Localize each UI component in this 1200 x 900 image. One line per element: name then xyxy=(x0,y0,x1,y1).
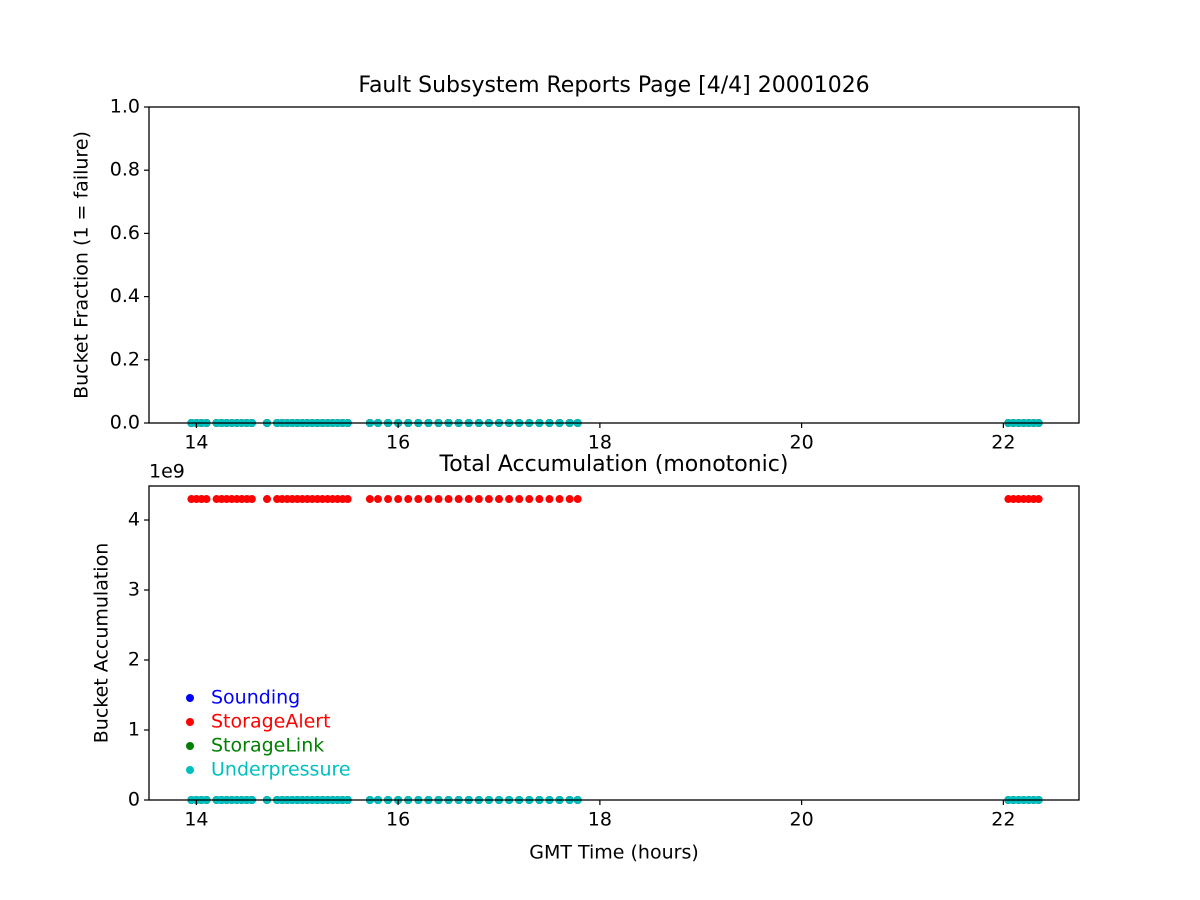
y-tick-label: 0.0 xyxy=(110,412,140,434)
data-point xyxy=(535,495,544,504)
y-axis-label: Bucket Accumulation xyxy=(91,543,113,744)
x-tick-label: 16 xyxy=(386,432,410,454)
x-tick-label: 18 xyxy=(588,809,612,831)
data-point xyxy=(484,495,493,504)
y-tick-label: 0.6 xyxy=(110,222,140,244)
data-point xyxy=(525,495,534,504)
data-point xyxy=(454,495,463,504)
y-tick-label: 1 xyxy=(128,719,140,741)
data-point xyxy=(464,495,473,504)
data-point xyxy=(565,495,574,504)
data-point xyxy=(424,495,433,504)
x-tick-label: 22 xyxy=(991,809,1015,831)
data-point xyxy=(474,495,483,504)
legend-label: Underpressure xyxy=(211,759,351,781)
y-axis-label: Bucket Fraction (1 = failure) xyxy=(71,131,93,399)
y-tick-label: 0.8 xyxy=(110,159,140,181)
y-tick-label: 2 xyxy=(128,649,140,671)
data-point xyxy=(505,495,514,504)
legend-label: StorageAlert xyxy=(211,711,331,733)
x-axis-label: GMT Time (hours) xyxy=(529,842,699,864)
legend-marker xyxy=(186,694,194,702)
data-point xyxy=(515,495,524,504)
data-point xyxy=(394,495,403,504)
data-point xyxy=(555,495,564,504)
data-point xyxy=(365,495,374,504)
data-point xyxy=(202,495,211,504)
legend-marker xyxy=(186,742,194,750)
data-point xyxy=(384,495,393,504)
chart-title: Total Accumulation (monotonic) xyxy=(439,452,789,477)
data-point xyxy=(444,495,453,504)
x-tick-label: 22 xyxy=(991,432,1015,454)
y-tick-label: 1.0 xyxy=(110,96,140,118)
x-tick-label: 20 xyxy=(790,432,814,454)
data-point xyxy=(1034,495,1043,504)
legend-marker xyxy=(186,718,194,726)
plot-frame xyxy=(148,485,1080,801)
data-point xyxy=(373,495,382,504)
chart-title: Fault Subsystem Reports Page [4/4] 20001… xyxy=(358,73,869,98)
y-tick-label: 4 xyxy=(128,509,140,531)
data-point xyxy=(495,495,504,504)
y-tick-label: 0.2 xyxy=(110,348,140,370)
data-point xyxy=(545,495,554,504)
legend-label: StorageLink xyxy=(211,735,324,757)
y-tick-label: 0 xyxy=(128,789,140,811)
x-tick-label: 16 xyxy=(386,809,410,831)
data-point xyxy=(434,495,443,504)
data-point xyxy=(414,495,423,504)
x-tick-label: 14 xyxy=(184,809,208,831)
data-point xyxy=(573,495,582,504)
x-tick-label: 18 xyxy=(588,432,612,454)
data-point xyxy=(404,495,413,504)
y-tick-label: 0.4 xyxy=(110,285,140,307)
y-offset-label: 1e9 xyxy=(149,461,185,483)
y-tick-label: 3 xyxy=(128,579,140,601)
data-point xyxy=(263,495,272,504)
data-point xyxy=(247,495,256,504)
x-tick-label: 20 xyxy=(790,809,814,831)
legend-marker xyxy=(186,766,194,774)
x-tick-label: 14 xyxy=(184,432,208,454)
data-point xyxy=(343,495,352,504)
plot-frame xyxy=(148,106,1080,424)
legend-label: Sounding xyxy=(211,687,300,709)
